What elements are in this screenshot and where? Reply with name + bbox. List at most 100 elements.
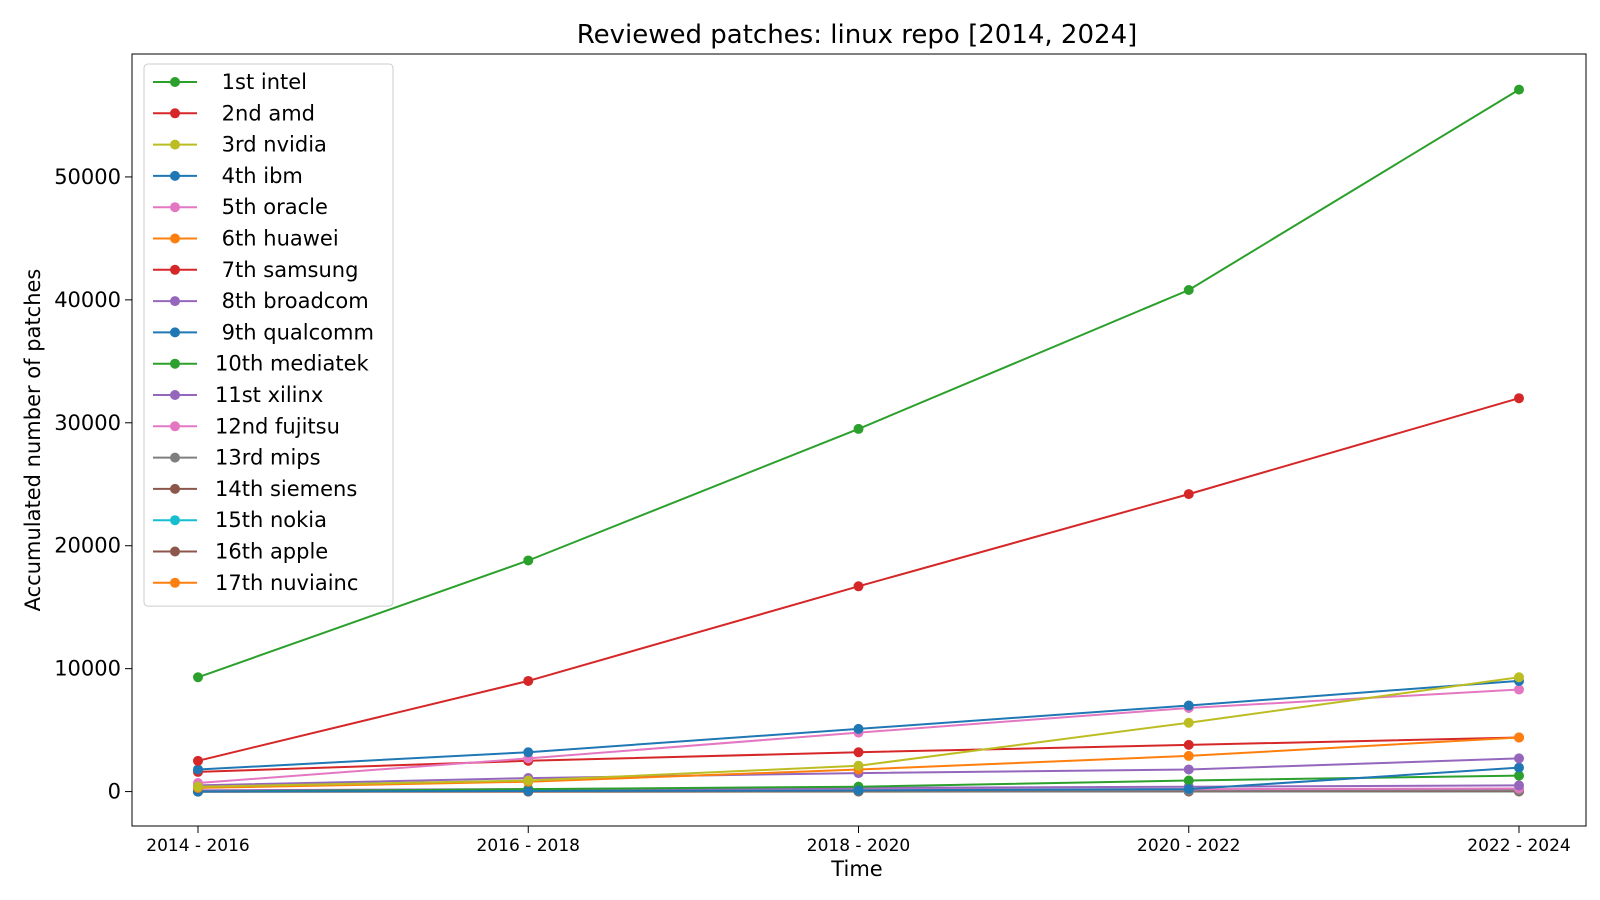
legend-swatch-marker [170, 483, 180, 494]
legend-item: 3rd nvidia [153, 133, 327, 157]
legend-item: 8th broadcom [153, 289, 369, 313]
y-tick-label: 10000 [54, 657, 121, 681]
legend-item: 9th qualcomm [153, 320, 374, 344]
data-point [1514, 780, 1524, 791]
series-1 [193, 393, 1524, 766]
data-point [1514, 84, 1524, 95]
legend-label: 1st intel [215, 70, 307, 94]
data-point [1183, 764, 1194, 775]
legend-swatch-marker [170, 421, 180, 432]
y-axis: 0 10000 20000 30000 40000 50000 [54, 165, 132, 804]
legend-frame [143, 63, 394, 607]
legend-swatch-marker [170, 202, 180, 213]
legend-item: 2nd amd [153, 101, 315, 125]
legend-item: 11st xilinx [153, 383, 323, 407]
data-point [1514, 393, 1524, 404]
legend-item: 16th apple [153, 540, 328, 564]
legend-swatch-marker [170, 139, 180, 150]
legend-swatch-marker [170, 108, 180, 119]
legend-swatch-marker [170, 264, 180, 275]
legend-swatch-marker [170, 546, 180, 557]
legend-swatch-marker [170, 296, 180, 307]
data-point [523, 775, 534, 786]
series-line [197, 397, 1520, 762]
legend-item: 7th samsung [153, 258, 358, 282]
x-tick-label: 2018 - 2020 [807, 836, 910, 856]
legend-item: 1st intel [153, 70, 307, 94]
data-point [1514, 732, 1524, 743]
legend-swatch-marker [170, 390, 180, 400]
legend-label: 10th mediatek [215, 352, 370, 376]
data-point [1183, 489, 1194, 500]
y-axis-label: Accumulated number of patches [21, 269, 45, 612]
legend-label: 9th qualcomm [215, 320, 374, 344]
legend-swatch-marker [170, 515, 180, 526]
series-2 [193, 672, 1524, 792]
legend-label: 12nd fujitsu [215, 414, 340, 438]
y-tick-label: 40000 [54, 288, 121, 312]
x-tick-label: 2020 - 2022 [1137, 836, 1240, 856]
legend-label: 14th siemens [215, 477, 357, 501]
x-tick-label: 2014 - 2016 [146, 836, 249, 856]
data-point [853, 581, 864, 592]
legend-item: 15th nokia [153, 508, 327, 532]
data-point [523, 555, 534, 566]
legend-label: 15th nokia [215, 508, 327, 532]
x-axis-label: Time [830, 857, 882, 881]
data-point [523, 675, 534, 686]
legend-swatch-marker [170, 77, 180, 87]
legend-label: 5th oracle [215, 195, 328, 219]
data-point [853, 747, 864, 758]
legend-swatch-marker [170, 452, 180, 463]
legend-label: 11st xilinx [215, 383, 323, 407]
series-0 [193, 84, 1524, 683]
legend-item: 13rd mips [153, 446, 321, 470]
y-tick-label: 0 [108, 780, 121, 804]
data-point [853, 723, 864, 734]
x-tick-label: 2016 - 2018 [477, 836, 580, 856]
data-point [1183, 700, 1194, 711]
legend-item: 6th huawei [153, 227, 339, 251]
data-point [853, 785, 864, 796]
legend-label: 2nd amd [215, 101, 315, 125]
legend-label: 4th ibm [215, 164, 303, 188]
data-point [1514, 770, 1524, 781]
legend-item: 14th siemens [153, 477, 357, 501]
data-point [193, 755, 203, 766]
data-point [853, 423, 864, 434]
legend-item: 4th ibm [153, 164, 303, 188]
legend-swatch-marker [170, 170, 180, 181]
data-point [1514, 672, 1524, 683]
data-point [1514, 753, 1524, 764]
series-layer [193, 84, 1524, 797]
legend-label: 3rd nvidia [215, 133, 327, 157]
legend-label: 16th apple [215, 540, 328, 564]
legend-label: 7th samsung [215, 258, 358, 282]
data-point [523, 747, 534, 758]
data-point [193, 672, 203, 683]
legend-swatch-marker [170, 327, 180, 338]
data-point [1514, 684, 1524, 695]
legend-label: 6th huawei [215, 227, 339, 251]
legend-label: 17th nuviainc [215, 571, 358, 595]
data-point [193, 764, 203, 775]
chart-title: Reviewed patches: linux repo [2014, 2024… [577, 20, 1138, 50]
legend-label: 13rd mips [215, 446, 321, 470]
y-tick-label: 20000 [54, 534, 121, 558]
data-point [1183, 285, 1194, 296]
data-point [1183, 750, 1194, 761]
y-tick-label: 30000 [54, 411, 121, 435]
legend: 1st intel 2nd amd 3rd nvidia 4th ibm 5th… [143, 63, 394, 607]
legend-item: 5th oracle [153, 195, 328, 219]
x-tick-label: 2022 - 2024 [1467, 836, 1570, 856]
data-point [1183, 784, 1194, 795]
data-point [523, 785, 534, 796]
data-point [193, 781, 203, 792]
data-point [1183, 775, 1194, 786]
series-3 [193, 675, 1524, 775]
data-point [1183, 739, 1194, 750]
x-axis: 2014 - 2016 2016 - 2018 2018 - 2020 2020 - … [146, 826, 1571, 856]
legend-label: 8th broadcom [215, 289, 369, 313]
y-tick-label: 50000 [54, 165, 121, 189]
